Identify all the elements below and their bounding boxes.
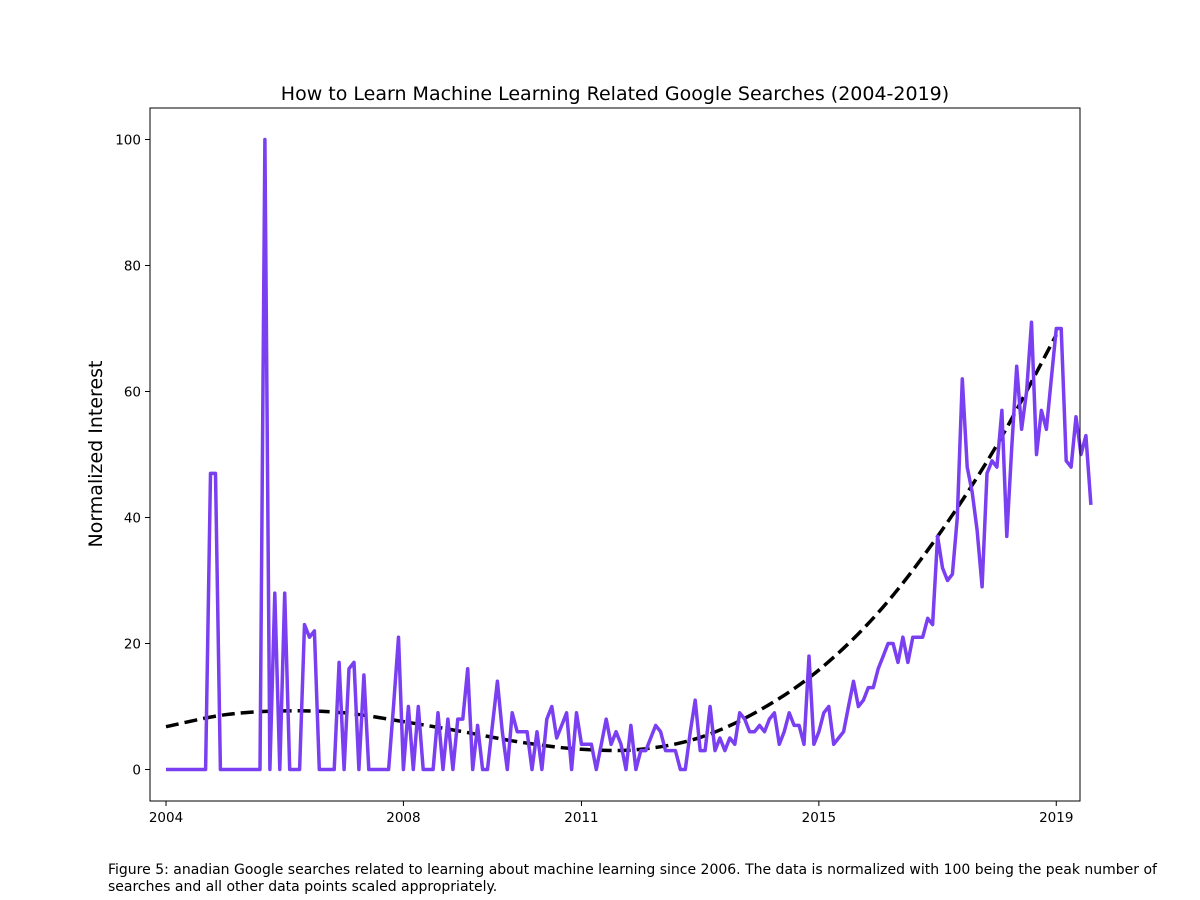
x-tick-label: 2019 [1039,810,1073,826]
plot-frame [149,107,1081,802]
y-tick-label: 80 [124,259,141,275]
x-axis: 2004 2008 2011 2015 2019 [149,801,1073,826]
chart-title: How to Learn Machine Learning Related Go… [281,83,949,105]
y-tick-label: 100 [115,133,141,149]
y-tick-label: 40 [124,511,141,527]
x-tick-label: 2008 [386,810,420,826]
figure-caption: Figure 5: anadian Google searches relate… [108,862,1157,895]
y-tick-label: 20 [124,637,141,653]
x-tick-label: 2004 [149,810,183,826]
y-axis-label: Normalized Interest [85,360,107,547]
y-tick-label: 0 [132,763,141,779]
x-tick-label: 2011 [564,810,598,826]
plot-area [150,108,1080,801]
y-tick-label: 60 [124,385,141,401]
x-tick-label: 2015 [802,810,836,826]
series-layer [166,137,1093,772]
series-line [166,137,1093,772]
y-axis: 0 20 40 60 80 100 [115,133,150,779]
